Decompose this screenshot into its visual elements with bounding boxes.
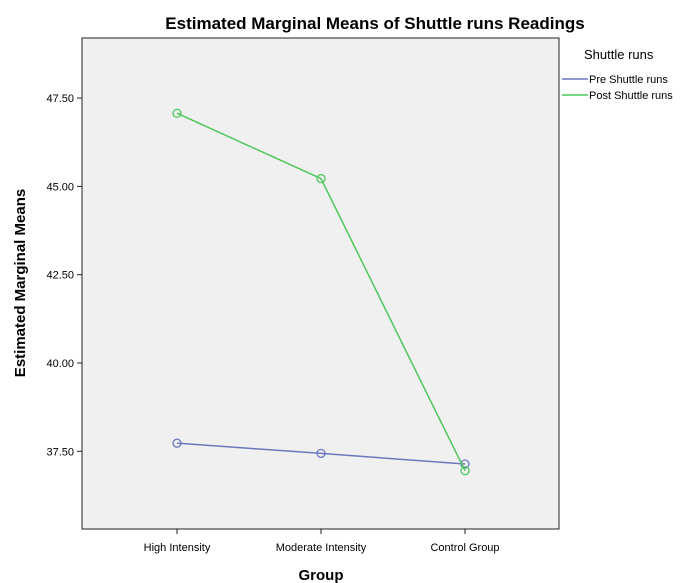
legend-title: Shuttle runs — [584, 47, 654, 62]
data-point — [316, 448, 326, 459]
data-point — [172, 438, 182, 448]
series-layer — [172, 108, 470, 476]
data-point — [460, 466, 470, 476]
series-line — [176, 442, 466, 465]
y-tick-label: 47.50 — [46, 93, 74, 105]
y-axis-title: Estimated Marginal Means — [12, 189, 29, 377]
data-point — [172, 108, 182, 118]
x-tick-label: Control Group — [430, 542, 499, 554]
y-tick-label: 37.50 — [46, 446, 74, 458]
series-line — [176, 112, 466, 472]
chart-title: Estimated Marginal Means of Shuttle runs… — [165, 14, 584, 33]
x-tick-label: Moderate Intensity — [276, 542, 367, 554]
x-tick-label: High Intensity — [144, 542, 211, 554]
plot-area — [81, 37, 560, 530]
x-axis-title: Group — [299, 567, 344, 583]
legend-label: Post Shuttle runs — [589, 90, 673, 102]
legend-label: Pre Shuttle runs — [589, 74, 668, 86]
legend: Shuttle runs Pre Shuttle runs Post Shuttl… — [562, 47, 673, 102]
y-axis: 37.50 40.00 42.50 45.00 47.50 — [46, 93, 82, 458]
y-tick-label: 42.50 — [46, 270, 74, 282]
data-point — [316, 173, 326, 184]
y-tick-label: 45.00 — [46, 181, 74, 193]
y-tick-label: 40.00 — [46, 358, 74, 370]
x-axis: High Intensity Moderate Intensity Control … — [144, 529, 500, 554]
